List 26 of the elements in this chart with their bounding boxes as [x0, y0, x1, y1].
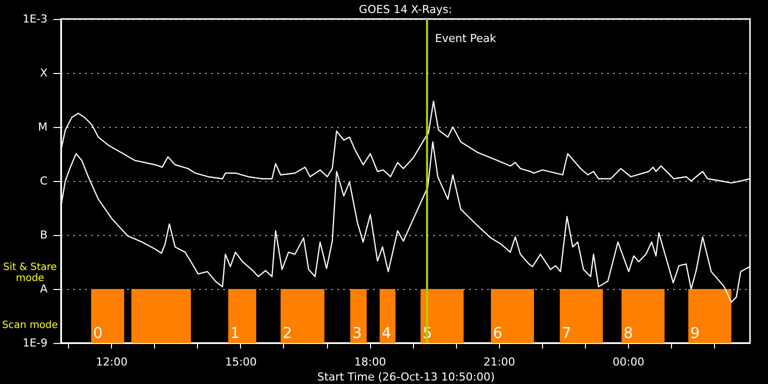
band-label: 6 [492, 324, 502, 342]
y-tick-label: C [40, 174, 48, 188]
x-axis-title: Start Time (26-Oct-13 10:50:00) [317, 370, 495, 384]
x-tick-label: 12:00 [96, 356, 128, 368]
x-tick-label: 15:00 [225, 356, 257, 368]
x-tick-label: 21:00 [483, 356, 516, 368]
band-label: 8 [624, 324, 634, 342]
x-tick-label: 18:00 [354, 356, 386, 368]
ref-line-label: Event Peak [435, 32, 497, 45]
text: Scan mode [2, 320, 58, 331]
text: Sit & Stare mode [3, 262, 57, 284]
band-label: 7 [562, 324, 572, 342]
y-tick-label: B [40, 228, 48, 242]
band-label: 1 [230, 324, 240, 342]
y-tick-label: 1E-3 [22, 12, 48, 26]
y-tick-label: 1E-9 [22, 336, 48, 350]
y-tick-label: A [40, 282, 48, 296]
y-tick-label: M [38, 120, 48, 134]
band-label: 4 [382, 324, 392, 342]
x-tick-label: 00:00 [612, 356, 644, 368]
band-label: 3 [352, 324, 362, 342]
band-label: 9 [690, 324, 700, 342]
chart-title: GOES 14 X-Rays: [358, 3, 452, 16]
y-tick-label: X [40, 66, 48, 80]
band-label: 2 [282, 324, 292, 342]
band-label: 0 [93, 324, 103, 342]
